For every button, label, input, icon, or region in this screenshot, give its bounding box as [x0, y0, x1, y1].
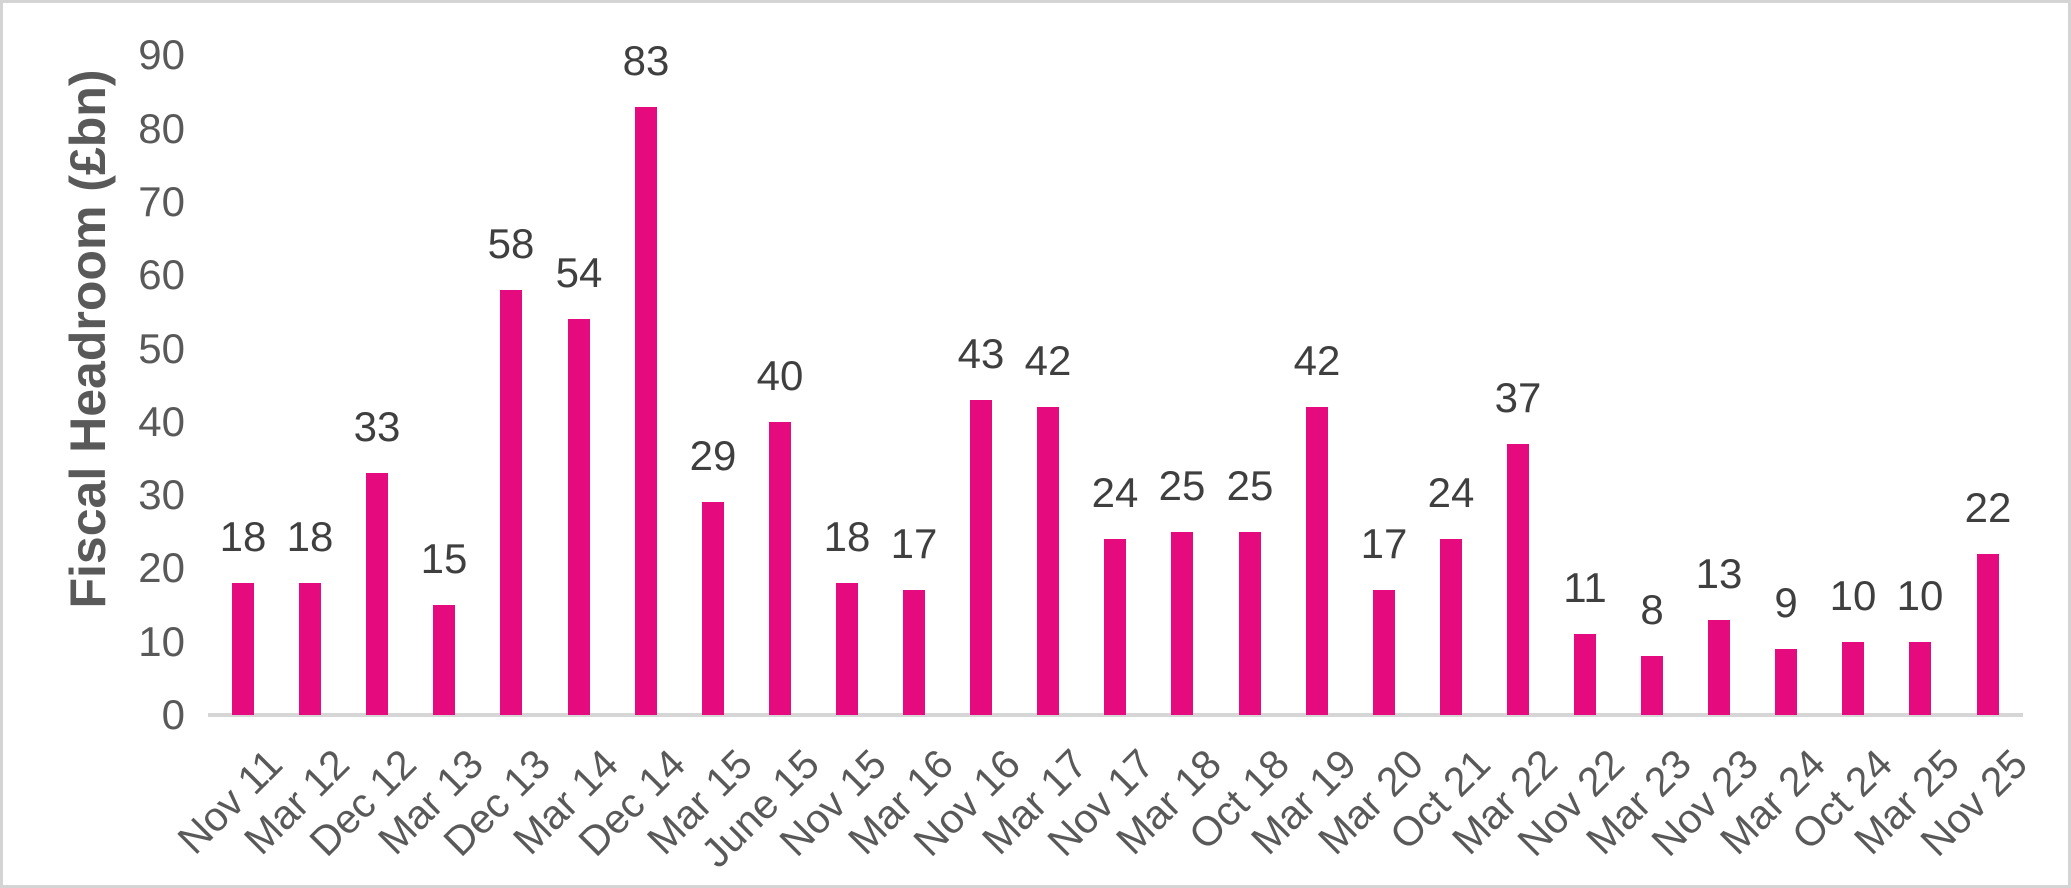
bar-value-label: 15: [420, 535, 468, 582]
y-tick-label: 70: [138, 177, 185, 225]
bar: [702, 502, 724, 715]
y-tick-label: 20: [138, 544, 185, 592]
bar: [1909, 642, 1931, 715]
bar-value-label: 9: [1774, 579, 1798, 626]
bar: [1842, 642, 1864, 715]
bar: [1977, 554, 1999, 715]
bar-value-label: 8: [1640, 586, 1664, 633]
bar: [1440, 539, 1462, 715]
bar-value-label: 40: [756, 352, 804, 399]
bar: [1037, 407, 1059, 715]
y-tick-label: 10: [138, 617, 185, 665]
bar-value-label: 83: [622, 37, 670, 84]
bar-value-label: 10: [1829, 572, 1877, 619]
y-tick-label: 40: [138, 397, 185, 445]
bar-value-label: 24: [1427, 469, 1475, 516]
bar: [433, 605, 455, 715]
bar-value-label: 18: [823, 513, 871, 560]
bar: [769, 422, 791, 715]
bar: [1171, 532, 1193, 715]
y-tick-label: 30: [138, 471, 185, 519]
bar-value-label: 24: [1091, 469, 1139, 516]
bar: [903, 590, 925, 715]
y-tick-label: 0: [161, 691, 185, 738]
bar: [299, 583, 321, 715]
bar-value-label: 17: [1360, 520, 1408, 567]
bar: [836, 583, 858, 715]
bar: [970, 400, 992, 715]
bar-value-label: 25: [1158, 462, 1206, 509]
bar-value-label: 18: [219, 513, 267, 560]
bar: [635, 107, 657, 715]
y-tick-label: 60: [138, 251, 185, 299]
bar: [1373, 590, 1395, 715]
bar: [1574, 634, 1596, 715]
bar-value-label: 13: [1695, 550, 1743, 597]
bar-value-label: 10: [1896, 572, 1944, 619]
bar: [1104, 539, 1126, 715]
x-axis-line: [208, 713, 2023, 717]
y-tick-label: 90: [138, 31, 185, 79]
bar-value-label: 33: [353, 403, 401, 450]
bar: [1775, 649, 1797, 715]
bar: [500, 290, 522, 715]
bar-value-label: 18: [286, 513, 334, 560]
bar: [1239, 532, 1261, 715]
bar: [1507, 444, 1529, 715]
bar-value-label: 42: [1024, 337, 1072, 384]
bar: [366, 473, 388, 715]
bar-value-label: 42: [1293, 337, 1341, 384]
bar-value-label: 25: [1226, 462, 1274, 509]
bar-value-label: 54: [555, 249, 603, 296]
y-tick-label: 50: [138, 324, 185, 372]
bar: [1306, 407, 1328, 715]
bar-value-label: 11: [1563, 564, 1607, 611]
bar-value-label: 58: [487, 220, 535, 267]
y-tick-label: 80: [138, 104, 185, 152]
bar: [1641, 656, 1663, 715]
bar: [1708, 620, 1730, 715]
bar: [568, 319, 590, 715]
bar-value-label: 22: [1964, 484, 2012, 531]
bar-value-label: 29: [689, 432, 737, 479]
bar-value-label: 17: [890, 520, 938, 567]
bar-value-label: 37: [1494, 374, 1542, 421]
bar-value-label: 43: [957, 330, 1005, 377]
bar: [232, 583, 254, 715]
